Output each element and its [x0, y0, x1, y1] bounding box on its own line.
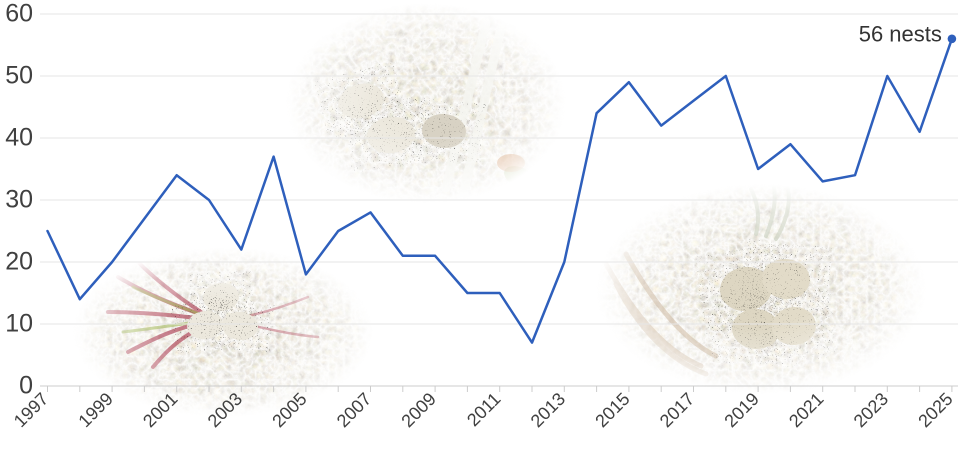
svg-text:10: 10 — [5, 310, 33, 338]
svg-text:2009: 2009 — [397, 389, 439, 431]
svg-text:2015: 2015 — [591, 389, 633, 431]
svg-text:56 nests: 56 nests — [859, 22, 942, 47]
svg-text:40: 40 — [5, 124, 33, 152]
svg-text:2023: 2023 — [850, 389, 892, 431]
svg-text:2025: 2025 — [914, 389, 956, 431]
svg-text:30: 30 — [5, 186, 33, 214]
svg-text:2021: 2021 — [785, 389, 827, 431]
svg-text:60: 60 — [5, 0, 33, 28]
svg-text:1997: 1997 — [10, 389, 52, 431]
svg-text:20: 20 — [5, 248, 33, 276]
svg-text:2019: 2019 — [720, 389, 762, 431]
svg-text:2011: 2011 — [463, 389, 505, 431]
svg-text:2013: 2013 — [527, 389, 569, 431]
svg-text:50: 50 — [5, 62, 33, 90]
svg-text:2017: 2017 — [656, 389, 698, 431]
